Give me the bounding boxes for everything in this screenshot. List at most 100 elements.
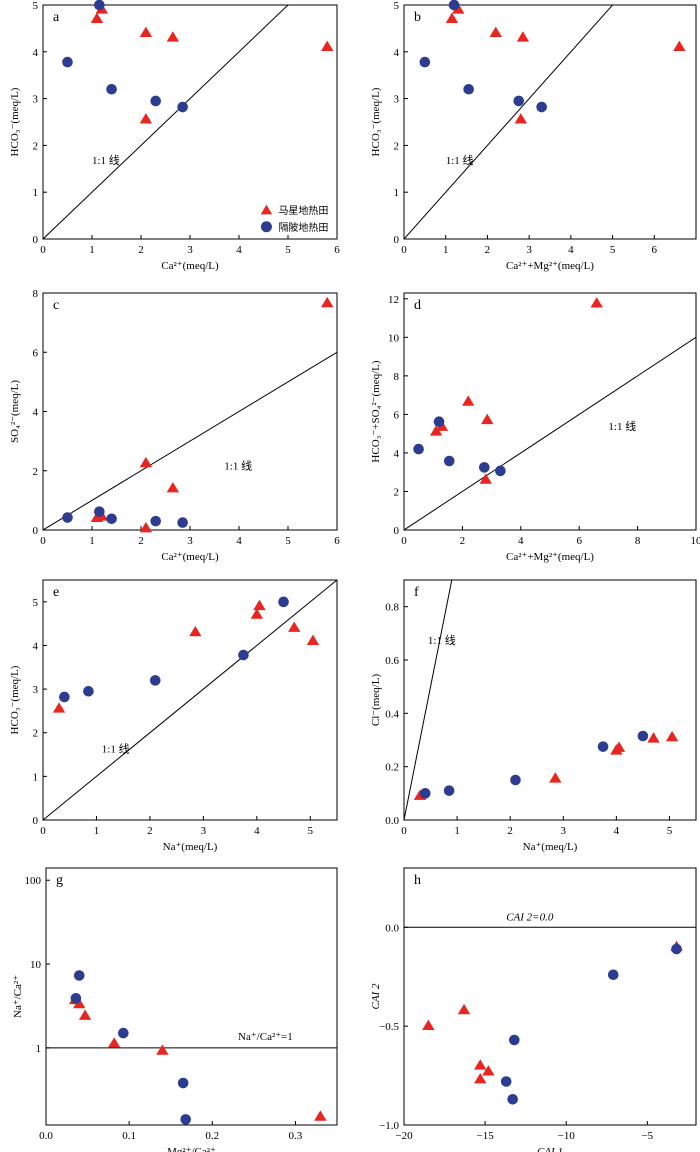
x-tick-label: 4 — [236, 535, 242, 547]
x-tick-label: 3 — [561, 825, 567, 837]
y-tick-label: 0.0 — [385, 815, 399, 827]
x-tick-label: 5 — [667, 825, 673, 837]
x-tick-label: 3 — [187, 535, 193, 547]
plot-frame — [42, 579, 338, 821]
panel-letter: f — [414, 585, 419, 600]
panel-letter: c — [53, 298, 59, 313]
reference-line-label: 1:1 线 — [446, 153, 474, 167]
gequan-point — [118, 1027, 129, 1039]
maxing-point — [139, 113, 153, 124]
x-tick-label: 2 — [460, 535, 466, 547]
maxing-point — [189, 625, 202, 637]
x-tick-label: 4 — [236, 244, 242, 256]
maxing-point — [288, 621, 301, 632]
gequan-point — [83, 685, 94, 697]
panel-letter: e — [53, 585, 59, 600]
y-tick-label: 2 — [33, 140, 39, 152]
x-tick-label: 6 — [334, 244, 340, 256]
y-tick-label: 8 — [33, 288, 39, 300]
x-tick-label: 10 — [691, 535, 700, 547]
gequan-point — [513, 95, 525, 107]
gequan-point — [73, 970, 85, 981]
panel-e: 1:1 线 0 1 2 3 4 5 0 1 2 3 4 5 e Na⁺(meq/L) HCO₃⁻(meq/L) — [9, 579, 338, 853]
maxing-point — [321, 40, 334, 52]
y-tick-label: 8 — [394, 371, 400, 383]
one-to-one-line — [43, 5, 289, 239]
y-tick-label: 1 — [36, 1043, 42, 1055]
x-tick-label: −15 — [477, 1130, 495, 1142]
x-tick-label: 2 — [138, 535, 144, 547]
gequan-point — [94, 0, 105, 11]
x-tick-label: 0 — [401, 244, 407, 256]
y-axis-label: Cl⁻(meq/L) — [370, 674, 382, 727]
y-axis-label: HCO₃⁻(meq/L) — [9, 87, 21, 156]
legend-label-gequan: 隔陂地热田 — [278, 221, 328, 234]
x-axis-label: Ca²⁺(meq/L) — [161, 551, 219, 563]
gequan-point — [495, 465, 506, 477]
panel-b: 1:1 线 0 1 2 3 4 5 6 0 1 2 3 4 5 b Ca²⁺+Mg²⁺(meq/L) HCO₃⁻… — [370, 0, 697, 272]
y-tick-label: 1 — [33, 771, 39, 783]
x-tick-label: 3 — [187, 244, 193, 256]
x-tick-label: −10 — [558, 1130, 576, 1142]
y-tick-label: 5 — [394, 0, 400, 12]
y-tick-label: 3 — [33, 684, 39, 696]
x-tick-label: 5 — [308, 825, 314, 837]
x-tick-label: 2 — [147, 825, 153, 837]
legend-label-maxing: 马星地热田 — [278, 204, 328, 217]
y-axis-label: HCO₃⁻(meq/L) — [370, 87, 382, 156]
panel-d: 1:1 线 0 2 4 6 8 10 0 2 4 6 8 10 12 d Ca²⁺+Mg²⁺(meq/L) HC… — [370, 292, 700, 563]
gequan-point — [106, 83, 117, 95]
maxing-point — [166, 31, 180, 42]
x-tick-label: 0 — [401, 825, 407, 837]
x-tick-label: 4 — [254, 825, 260, 837]
y-tick-label: 0 — [394, 525, 400, 537]
gequan-point — [149, 675, 161, 686]
y-axis-label: SO₄²⁻(meq/L) — [9, 380, 21, 443]
x-tick-label: 3 — [201, 825, 207, 837]
gequan-point — [443, 455, 455, 467]
gequan-point — [413, 443, 424, 455]
y-tick-label: 2 — [394, 486, 400, 498]
x-axis-label: Mg²⁺/Ca²⁺ — [167, 1146, 216, 1152]
maxing-point — [457, 1003, 471, 1015]
x-tick-label: 5 — [285, 535, 291, 547]
x-tick-label: 6 — [334, 535, 340, 547]
maxing-point — [73, 997, 86, 1009]
maxing-point — [445, 12, 459, 23]
x-tick-label: 3 — [526, 244, 532, 256]
x-tick-label: 0.0 — [39, 1130, 53, 1142]
one-to-one-line — [404, 336, 696, 530]
gequan-point — [150, 515, 161, 527]
one-to-one-line — [43, 580, 337, 820]
maxing-point — [253, 599, 266, 611]
x-tick-label: 4 — [518, 535, 524, 547]
y-tick-label: 4 — [33, 640, 39, 652]
gequan-point — [177, 517, 188, 528]
y-tick-label: 0.6 — [385, 655, 399, 667]
maxing-point — [481, 413, 494, 425]
y-tick-label: 1 — [33, 187, 39, 199]
reference-line-label: Na⁺/Ca²⁺=1 — [238, 1031, 293, 1043]
maxing-point — [139, 456, 153, 468]
gequan-point — [419, 56, 431, 68]
panel-h: CAI 2=0.0 −20 −15 −10 −5 −1.0 −0.5 0.0 h CAI 1 CAI… — [370, 867, 697, 1152]
y-tick-label: 3 — [394, 94, 400, 106]
x-axis-label: CAI 1 — [537, 1146, 563, 1152]
maxing-point — [516, 31, 530, 42]
maxing-point — [462, 395, 475, 406]
x-tick-label: 4 — [568, 244, 574, 256]
plot-frame — [45, 867, 338, 1126]
x-tick-label: 0.1 — [122, 1130, 136, 1142]
x-tick-label: −20 — [395, 1130, 413, 1142]
y-tick-label: 3 — [33, 94, 39, 106]
x-tick-label: 0.3 — [289, 1130, 303, 1142]
plot-frame — [403, 292, 697, 531]
maxing-point — [108, 1037, 121, 1048]
x-tick-label: 1 — [89, 535, 95, 547]
maxing-point — [590, 297, 603, 308]
x-tick-label: 0 — [401, 535, 407, 547]
y-tick-label: 100 — [25, 875, 42, 887]
gequan-point — [177, 101, 188, 113]
gequan-point — [597, 741, 609, 752]
